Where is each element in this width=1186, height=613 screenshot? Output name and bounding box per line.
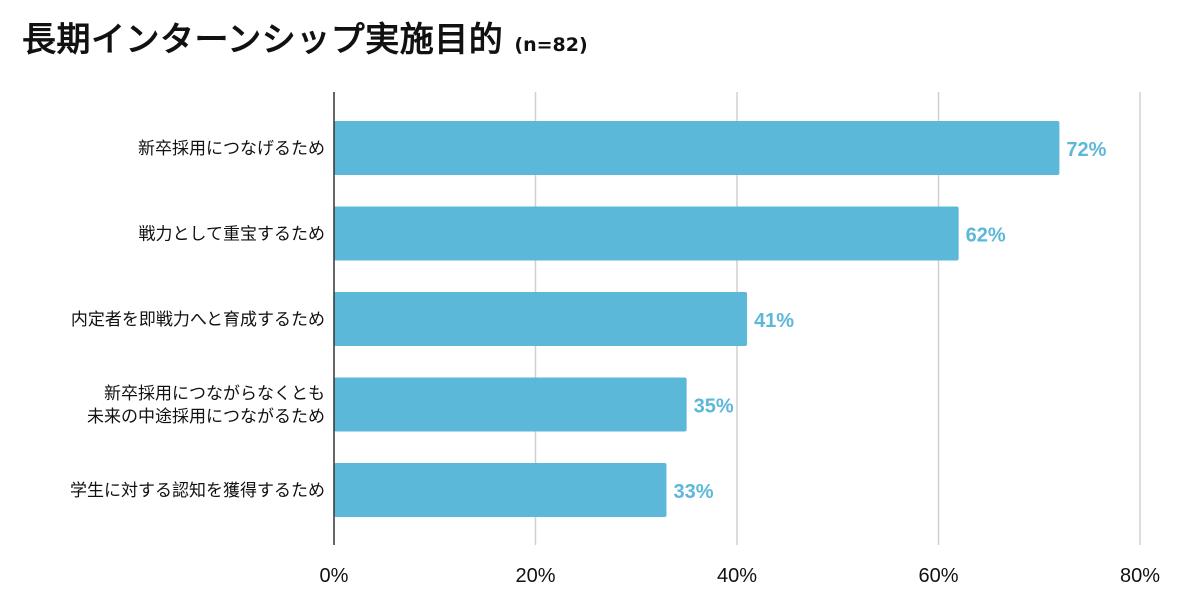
category-label: 戦力として重宝するため — [139, 225, 326, 245]
bar-value-label: 35% — [694, 396, 734, 418]
sample-size: (n=82) — [514, 34, 588, 56]
bar — [334, 292, 748, 346]
bar-value-label: 62% — [966, 225, 1006, 247]
bar — [334, 463, 667, 517]
bar-value-label: 33% — [673, 481, 713, 503]
bar-value-label: 41% — [754, 310, 794, 332]
category-label: 内定者を即戦力へと育成するため — [71, 310, 325, 330]
category-label: 未来の中途採用につながるため — [87, 407, 325, 427]
category-label: 新卒採用につなげるため — [138, 139, 325, 159]
chart-title: 長期インターンシップ実施目的 — [22, 20, 504, 60]
x-tick-label: 60% — [918, 565, 958, 587]
x-tick-label: 80% — [1120, 565, 1160, 587]
category-label: 新卒採用につながらなくとも — [104, 384, 325, 404]
chart-title-block: 長期インターンシップ実施目的 (n=82) — [22, 12, 588, 61]
x-tick-label: 0% — [320, 565, 349, 587]
bar — [334, 206, 959, 261]
category-label: 学生に対する認知を獲得するため — [70, 481, 325, 501]
bar-value-label: 72% — [1066, 139, 1106, 161]
bar — [334, 121, 1060, 175]
x-tick-label: 20% — [515, 565, 555, 587]
x-tick-label: 40% — [717, 565, 757, 587]
bar — [334, 377, 687, 432]
